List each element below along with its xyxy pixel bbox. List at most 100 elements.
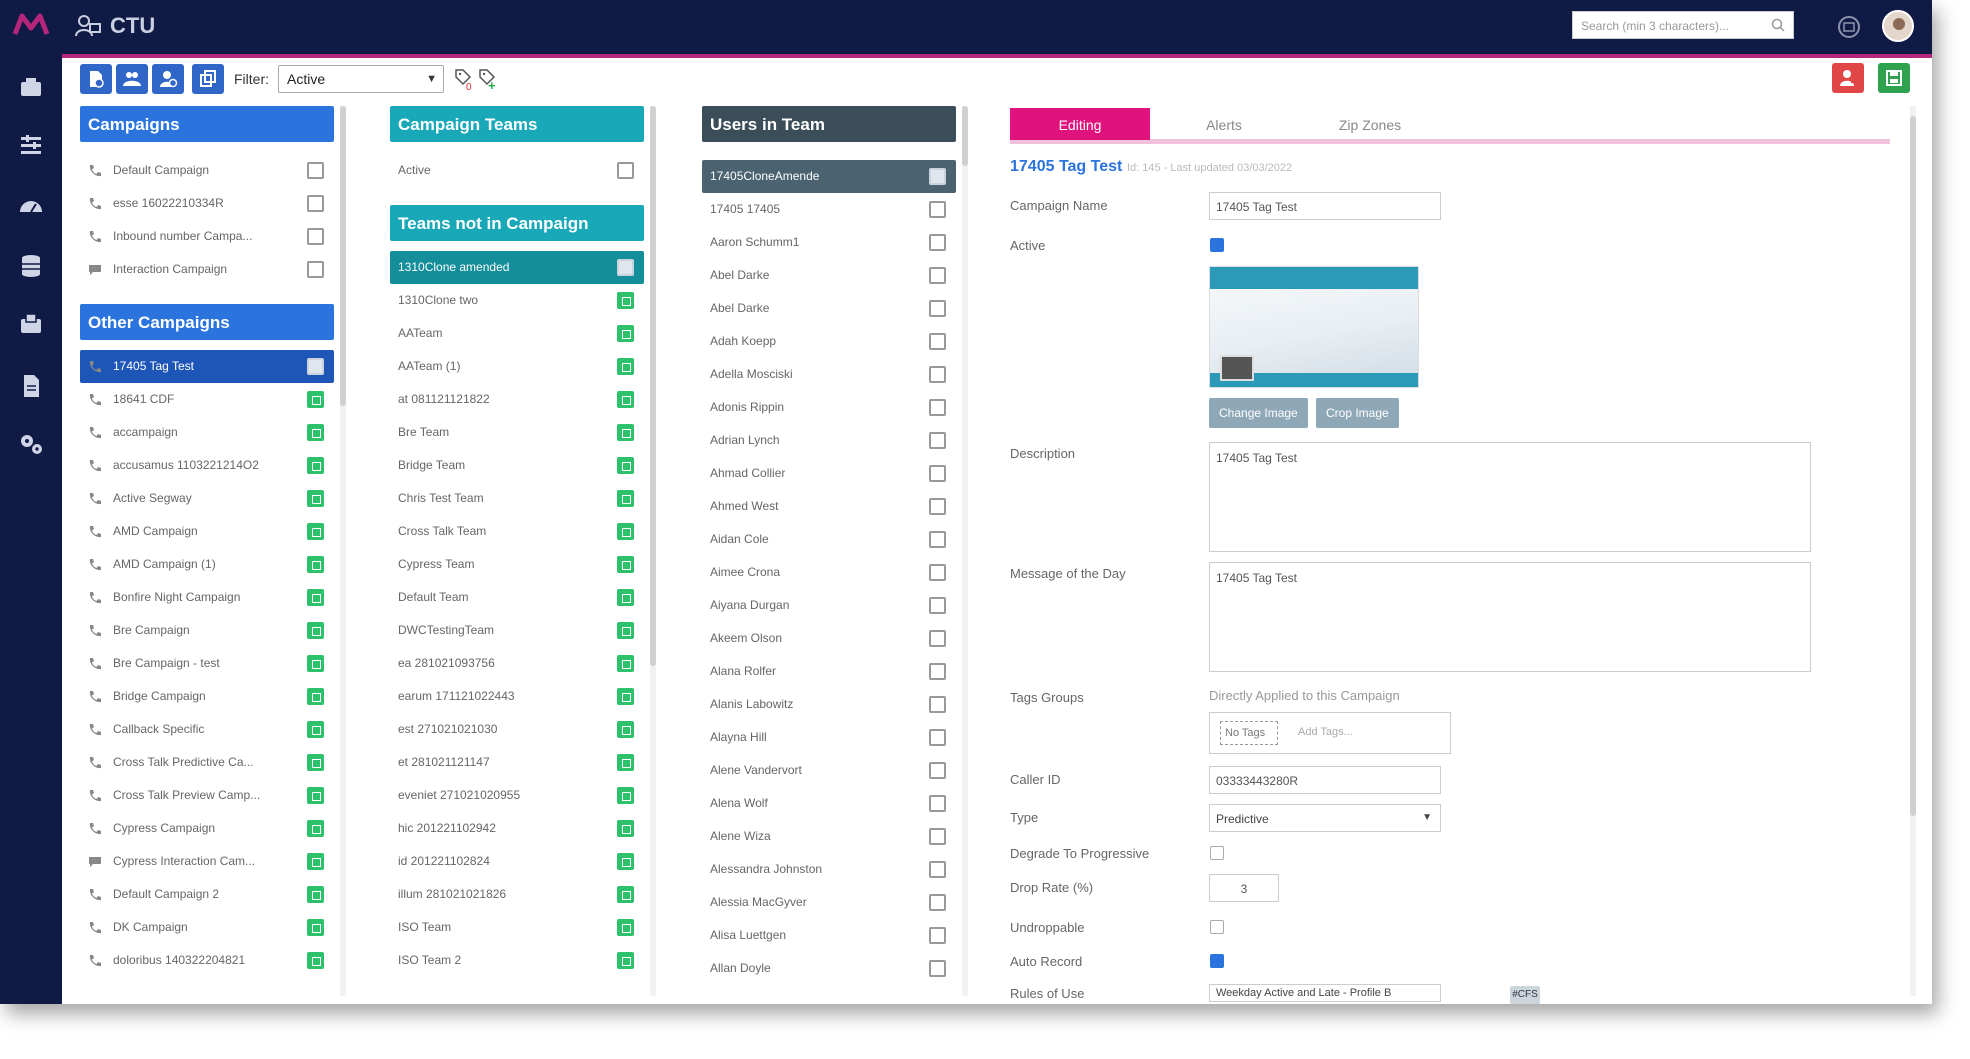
add-user-button[interactable] bbox=[152, 64, 184, 94]
team-item[interactable]: Bre Team bbox=[390, 416, 644, 449]
user-avatar[interactable] bbox=[1882, 10, 1914, 42]
other-campaign-item[interactable]: DK Campaign bbox=[80, 911, 334, 944]
save-button[interactable] bbox=[1878, 63, 1910, 93]
remove-checkbox[interactable] bbox=[929, 432, 946, 449]
users-scrollbar[interactable] bbox=[962, 106, 968, 166]
add-checkbox[interactable] bbox=[307, 622, 324, 639]
search-icon[interactable] bbox=[1771, 18, 1785, 32]
team-item[interactable]: eveniet 271021020955 bbox=[390, 779, 644, 812]
team-item[interactable]: AATeam bbox=[390, 317, 644, 350]
other-campaign-item[interactable]: Cypress Interaction Cam... bbox=[80, 845, 334, 878]
remove-checkbox[interactable] bbox=[929, 300, 946, 317]
remove-checkbox[interactable] bbox=[929, 234, 946, 251]
tab-editing[interactable]: Editing bbox=[1010, 108, 1150, 140]
add-checkbox[interactable] bbox=[617, 886, 634, 903]
remove-checkbox[interactable] bbox=[929, 663, 946, 680]
other-campaign-item[interactable]: accusamus 1103221214O2 bbox=[80, 449, 334, 482]
team-item[interactable]: Default Team bbox=[390, 581, 644, 614]
degrade-checkbox[interactable] bbox=[1210, 846, 1224, 860]
other-campaign-item[interactable]: Default Campaign 2 bbox=[80, 878, 334, 911]
remove-checkbox[interactable] bbox=[929, 168, 946, 185]
other-campaign-item[interactable]: Bre Campaign - test bbox=[80, 647, 334, 680]
remove-checkbox[interactable] bbox=[929, 333, 946, 350]
user-item[interactable]: Alena Wolf bbox=[702, 787, 956, 820]
user-item[interactable]: 17405CloneAmende bbox=[702, 160, 956, 193]
user-item[interactable]: Adonis Rippin bbox=[702, 391, 956, 424]
other-campaign-item[interactable]: Active Segway bbox=[80, 482, 334, 515]
remove-checkbox[interactable] bbox=[929, 531, 946, 548]
database-icon[interactable] bbox=[17, 252, 45, 280]
add-checkbox[interactable] bbox=[617, 820, 634, 837]
remove-user-button[interactable] bbox=[1832, 63, 1864, 93]
add-tag-icon[interactable] bbox=[478, 68, 496, 86]
add-checkbox[interactable] bbox=[617, 325, 634, 342]
add-checkbox[interactable] bbox=[617, 721, 634, 738]
campaigns-scrollbar[interactable] bbox=[340, 106, 346, 406]
remove-checkbox[interactable] bbox=[307, 195, 324, 212]
remove-checkbox[interactable] bbox=[929, 366, 946, 383]
campaign-item[interactable]: Inbound number Campa... bbox=[80, 220, 334, 253]
gauge-icon[interactable] bbox=[17, 192, 45, 220]
campaign-item[interactable]: esse 16022210334R bbox=[80, 187, 334, 220]
other-campaign-item[interactable]: AMD Campaign bbox=[80, 515, 334, 548]
team-item[interactable]: 1310Clone amended bbox=[390, 251, 644, 284]
add-checkbox[interactable] bbox=[307, 424, 324, 441]
add-checkbox[interactable] bbox=[617, 622, 634, 639]
add-checkbox[interactable] bbox=[307, 391, 324, 408]
other-campaign-item[interactable]: Bonfire Night Campaign bbox=[80, 581, 334, 614]
other-campaign-item[interactable]: 17405 Tag Test bbox=[80, 350, 334, 383]
add-checkbox[interactable] bbox=[307, 754, 324, 771]
user-item[interactable]: Alana Rolfer bbox=[702, 655, 956, 688]
team-item[interactable]: earum 171121022443 bbox=[390, 680, 644, 713]
remove-checkbox[interactable] bbox=[929, 729, 946, 746]
team-item[interactable]: est 271021021030 bbox=[390, 713, 644, 746]
add-checkbox[interactable] bbox=[307, 589, 324, 606]
copy-campaign-button[interactable] bbox=[192, 64, 224, 94]
add-checkbox[interactable] bbox=[617, 787, 634, 804]
add-checkbox[interactable] bbox=[307, 820, 324, 837]
remove-checkbox[interactable] bbox=[929, 597, 946, 614]
team-item[interactable]: et 281021121147 bbox=[390, 746, 644, 779]
help-icon[interactable] bbox=[1836, 14, 1862, 40]
add-checkbox[interactable] bbox=[307, 457, 324, 474]
active-checkbox[interactable] bbox=[1210, 238, 1224, 252]
add-checkbox[interactable] bbox=[307, 655, 324, 672]
remove-checkbox[interactable] bbox=[929, 399, 946, 416]
add-team-button[interactable] bbox=[116, 64, 148, 94]
hash-button[interactable]: #CFS bbox=[1510, 986, 1540, 1004]
document-icon[interactable] bbox=[17, 372, 45, 400]
filter-select[interactable]: Active ▼ bbox=[278, 65, 444, 93]
drop-rate-field[interactable]: 3 bbox=[1209, 874, 1279, 902]
team-item[interactable]: AATeam (1) bbox=[390, 350, 644, 383]
remove-checkbox[interactable] bbox=[929, 927, 946, 944]
team-item[interactable]: hic 201221102942 bbox=[390, 812, 644, 845]
campaign-item[interactable]: Interaction Campaign bbox=[80, 253, 334, 286]
other-campaign-item[interactable]: Cypress Campaign bbox=[80, 812, 334, 845]
add-checkbox[interactable] bbox=[307, 952, 324, 969]
user-item[interactable]: Alene Wiza bbox=[702, 820, 956, 853]
team-item[interactable]: Chris Test Team bbox=[390, 482, 644, 515]
remove-checkbox[interactable] bbox=[929, 498, 946, 515]
editor-scrollbar[interactable] bbox=[1910, 116, 1916, 816]
other-campaign-item[interactable]: doloribus 140322204821 bbox=[80, 944, 334, 977]
add-checkbox[interactable] bbox=[307, 787, 324, 804]
auto-record-checkbox[interactable] bbox=[1210, 954, 1224, 968]
remove-checkbox[interactable] bbox=[617, 162, 634, 179]
other-campaign-item[interactable]: accampaign bbox=[80, 416, 334, 449]
team-item[interactable]: ea 281021093756 bbox=[390, 647, 644, 680]
team-item[interactable]: ISO Team 2 bbox=[390, 944, 644, 977]
tab-alerts[interactable]: Alerts bbox=[1206, 117, 1242, 133]
add-checkbox[interactable] bbox=[617, 589, 634, 606]
user-item[interactable]: Ahmad Collier bbox=[702, 457, 956, 490]
add-checkbox[interactable] bbox=[307, 721, 324, 738]
undroppable-checkbox[interactable] bbox=[1210, 920, 1224, 934]
remove-checkbox[interactable] bbox=[929, 861, 946, 878]
remove-checkbox[interactable] bbox=[929, 630, 946, 647]
user-item[interactable]: Adella Mosciski bbox=[702, 358, 956, 391]
add-checkbox[interactable] bbox=[617, 556, 634, 573]
crop-image-button[interactable]: Crop Image bbox=[1316, 398, 1399, 428]
user-item[interactable]: Adrian Lynch bbox=[702, 424, 956, 457]
teams-scrollbar[interactable] bbox=[650, 106, 656, 666]
cogs-icon[interactable] bbox=[17, 430, 45, 458]
user-item[interactable]: Akeem Olson bbox=[702, 622, 956, 655]
